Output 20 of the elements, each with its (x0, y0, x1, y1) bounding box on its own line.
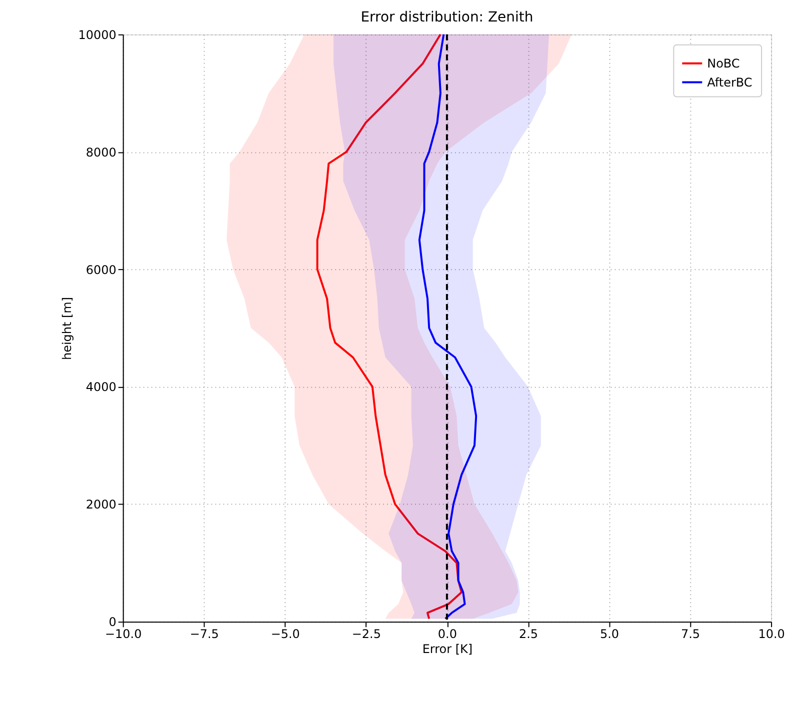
x-tick-label: −7.5 (190, 627, 219, 642)
y-tick-label: 10000 (78, 28, 116, 42)
x-tick-label: 10.0 (758, 627, 785, 642)
x-tick-label: −5.0 (270, 627, 300, 642)
y-tick-label: 6000 (86, 262, 116, 277)
y-tick-label: 4000 (86, 380, 116, 394)
y-axis-title: height [m] (60, 297, 74, 360)
x-tick-label: 0.0 (438, 627, 457, 642)
x-axis-title: Error [K] (422, 642, 473, 656)
y-tick-label: 8000 (86, 145, 116, 160)
y-tick-label: 0 (108, 615, 116, 630)
x-tick-label: 2.5 (518, 627, 538, 642)
legend-label: NoBC (707, 56, 740, 70)
x-tick-label: 5.0 (600, 627, 620, 642)
x-tick-label: 7.5 (680, 627, 700, 642)
legend-label: AfterBC (707, 75, 752, 90)
x-tick-label: −10.0 (105, 627, 142, 642)
chart-title: Error distribution: Zenith (360, 9, 534, 26)
y-tick-label: 2000 (86, 498, 116, 512)
x-tick-label: −2.5 (352, 627, 381, 642)
